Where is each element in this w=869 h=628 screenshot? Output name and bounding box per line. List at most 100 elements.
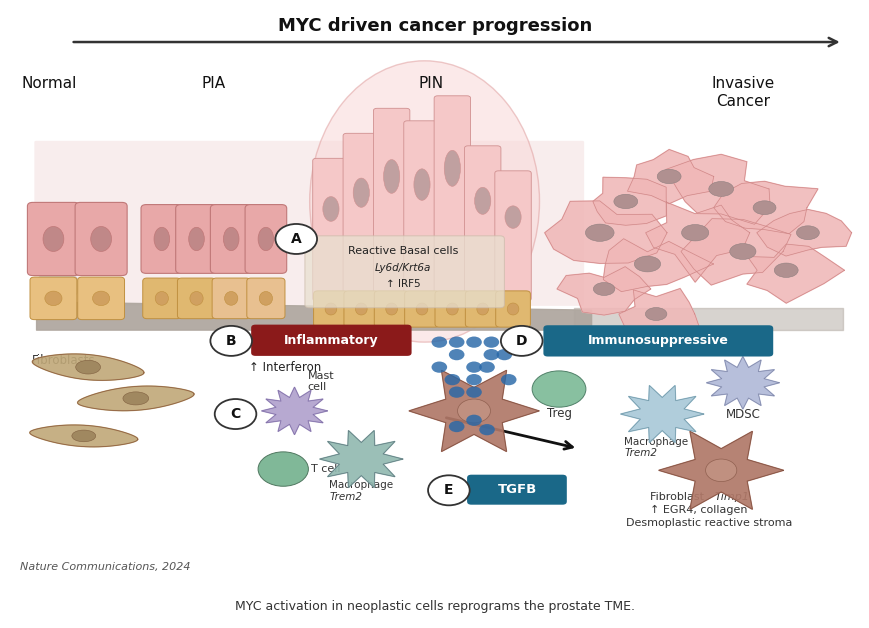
Ellipse shape — [189, 291, 203, 305]
Ellipse shape — [753, 201, 775, 215]
Ellipse shape — [614, 194, 637, 208]
Polygon shape — [665, 154, 769, 224]
Circle shape — [210, 326, 252, 356]
Text: MDSC: MDSC — [725, 408, 760, 421]
Ellipse shape — [258, 452, 308, 486]
Circle shape — [444, 374, 460, 385]
Ellipse shape — [43, 227, 63, 251]
Polygon shape — [680, 219, 790, 285]
Ellipse shape — [258, 227, 274, 251]
Ellipse shape — [708, 181, 733, 197]
FancyBboxPatch shape — [312, 158, 348, 301]
FancyBboxPatch shape — [75, 202, 127, 276]
Text: TGFB: TGFB — [497, 483, 536, 496]
Circle shape — [448, 386, 464, 398]
FancyBboxPatch shape — [210, 205, 252, 273]
Polygon shape — [602, 239, 713, 291]
Polygon shape — [658, 431, 783, 509]
FancyBboxPatch shape — [374, 291, 408, 327]
Ellipse shape — [446, 303, 458, 315]
Polygon shape — [262, 387, 327, 435]
Text: Macrophage: Macrophage — [623, 436, 687, 447]
FancyBboxPatch shape — [373, 108, 409, 301]
Ellipse shape — [322, 197, 339, 221]
FancyBboxPatch shape — [28, 202, 79, 276]
Ellipse shape — [90, 227, 111, 251]
Ellipse shape — [414, 169, 429, 200]
Text: Luminal MYC: Luminal MYC — [348, 186, 423, 198]
Ellipse shape — [656, 170, 680, 183]
FancyBboxPatch shape — [434, 291, 469, 327]
FancyBboxPatch shape — [313, 291, 348, 327]
Ellipse shape — [705, 459, 736, 482]
FancyBboxPatch shape — [247, 278, 285, 318]
Text: Macrophage: Macrophage — [328, 480, 393, 490]
Polygon shape — [618, 288, 700, 340]
Circle shape — [448, 337, 464, 348]
Text: E: E — [443, 484, 453, 497]
Circle shape — [483, 349, 499, 360]
FancyBboxPatch shape — [543, 325, 773, 357]
Text: Timp1: Timp1 — [713, 492, 748, 502]
Text: Nature Communications, 2024: Nature Communications, 2024 — [21, 562, 191, 572]
Text: PIA: PIA — [202, 77, 226, 92]
Text: T cell: T cell — [310, 464, 340, 474]
Ellipse shape — [353, 178, 369, 207]
Ellipse shape — [532, 371, 585, 407]
Ellipse shape — [474, 187, 490, 214]
Ellipse shape — [444, 150, 460, 187]
FancyBboxPatch shape — [177, 278, 216, 318]
Circle shape — [448, 421, 464, 432]
Ellipse shape — [645, 308, 667, 320]
Text: Inflammatory: Inflammatory — [283, 333, 378, 347]
FancyBboxPatch shape — [251, 325, 411, 356]
Text: Immunosuppressive: Immunosuppressive — [587, 334, 727, 347]
Ellipse shape — [385, 303, 397, 315]
FancyBboxPatch shape — [464, 146, 501, 301]
Circle shape — [428, 475, 469, 506]
FancyBboxPatch shape — [343, 291, 378, 327]
Ellipse shape — [773, 263, 797, 278]
Text: D: D — [515, 334, 527, 348]
Polygon shape — [319, 431, 402, 487]
Ellipse shape — [507, 303, 518, 315]
FancyBboxPatch shape — [403, 121, 440, 301]
Text: Mast
cell: Mast cell — [307, 371, 334, 392]
FancyBboxPatch shape — [34, 141, 583, 306]
FancyBboxPatch shape — [143, 278, 181, 318]
Circle shape — [215, 399, 256, 429]
Text: Desmoplastic reactive stroma: Desmoplastic reactive stroma — [625, 518, 792, 528]
FancyBboxPatch shape — [304, 236, 504, 308]
Text: Basal: Basal — [40, 279, 75, 293]
Ellipse shape — [504, 206, 521, 229]
Polygon shape — [620, 386, 703, 443]
Circle shape — [466, 414, 481, 426]
Polygon shape — [408, 371, 539, 452]
Text: Invasive
Cancer: Invasive Cancer — [711, 77, 773, 109]
Ellipse shape — [729, 244, 755, 259]
Text: Trem2: Trem2 — [623, 448, 656, 458]
Ellipse shape — [45, 291, 62, 306]
Text: ↑ Interferon: ↑ Interferon — [249, 360, 321, 374]
Ellipse shape — [415, 303, 428, 315]
Circle shape — [483, 337, 499, 348]
Polygon shape — [77, 386, 194, 411]
Ellipse shape — [223, 227, 239, 251]
Polygon shape — [544, 201, 667, 263]
Text: ↑ EGR4, collagen: ↑ EGR4, collagen — [649, 505, 746, 515]
Circle shape — [501, 374, 516, 385]
Polygon shape — [713, 181, 817, 234]
FancyBboxPatch shape — [212, 278, 250, 318]
FancyBboxPatch shape — [467, 475, 567, 505]
Ellipse shape — [309, 61, 539, 342]
Text: Treg: Treg — [546, 406, 571, 420]
Circle shape — [431, 337, 447, 348]
FancyBboxPatch shape — [465, 291, 500, 327]
Ellipse shape — [92, 291, 109, 306]
Circle shape — [466, 337, 481, 348]
Ellipse shape — [383, 160, 399, 193]
FancyBboxPatch shape — [404, 291, 439, 327]
Text: A: A — [290, 232, 302, 246]
Polygon shape — [627, 149, 713, 203]
Polygon shape — [30, 425, 137, 447]
